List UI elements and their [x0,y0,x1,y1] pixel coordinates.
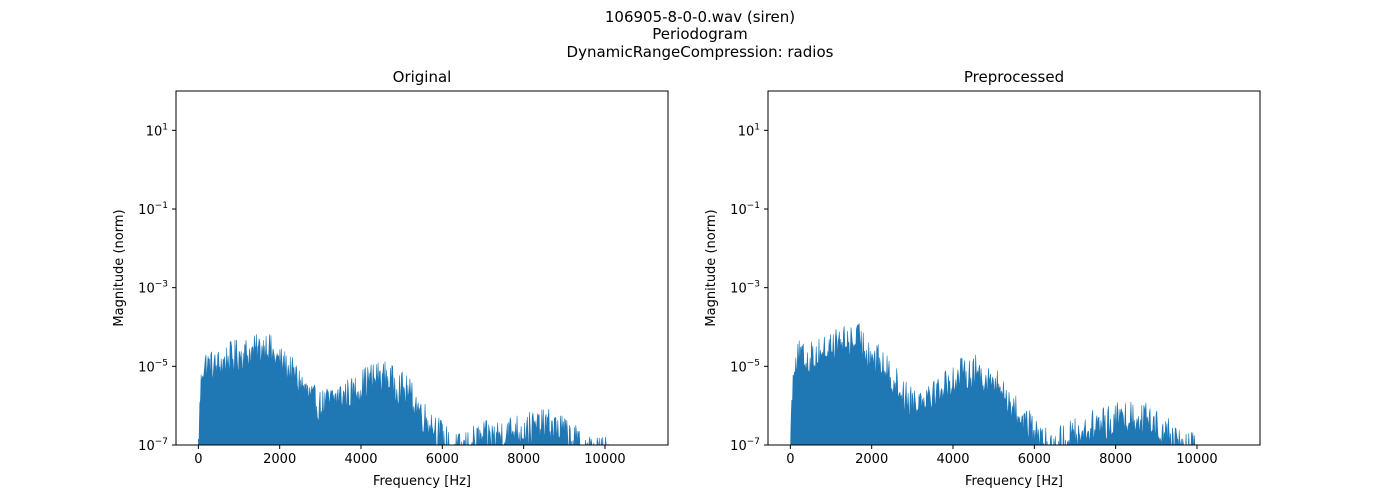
original-y-tick-label: 10−7 [138,437,168,454]
preprocessed-spectrum-area [790,323,1196,445]
original-y-tick-label: 101 [146,122,168,139]
original-periodogram-panel: 0 2000 4000 6000 8000 10000 10−7 10−5 10−3 10−1 10… [112,68,669,489]
original-spectrum-area [198,334,609,445]
original-x-tick-label: 4000 [344,452,377,467]
original-x-tick-label: 10000 [584,452,625,467]
suptitle-line-3: DynamicRangeCompression: radios [567,43,834,61]
preprocessed-y-axis-label: Magnitude (norm) [704,209,719,326]
preprocessed-x-tick-label: 6000 [1018,452,1051,467]
suptitle-line-1: 106905-8-0-0.wav (siren) [605,8,795,26]
preprocessed-axes-frame [767,90,1261,446]
original-y-axis-label: Magnitude (norm) [112,209,127,326]
original-y-tick-label: 10−3 [138,280,168,297]
preprocessed-x-tick-label: 0 [786,452,794,467]
preprocessed-x-tick-label: 8000 [1099,452,1132,467]
preprocessed-x-tick-label: 10000 [1176,452,1217,467]
original-x-tick-label: 8000 [507,452,540,467]
original-y-tick-label: 10−1 [138,201,168,218]
preprocessed-x-tick-label: 4000 [936,452,969,467]
original-y-tick-label: 10−5 [138,358,168,375]
preprocessed-panel-title: Preprocessed [964,68,1064,86]
preprocessed-periodogram-panel: 0 2000 4000 6000 8000 10000 10−7 10−5 10−3 10−1 10… [704,68,1261,489]
original-x-axis-label: Frequency [Hz] [373,474,471,489]
preprocessed-y-tick-label: 10−7 [730,437,760,454]
preprocessed-y-tick-label: 10−1 [730,201,760,218]
preprocessed-y-tick-label: 101 [738,122,760,139]
preprocessed-x-tick-label: 2000 [855,452,888,467]
original-x-tick-label: 2000 [263,452,296,467]
original-axes-frame [175,90,669,446]
original-panel-title: Original [393,68,452,86]
preprocessed-y-tick-label: 10−5 [730,358,760,375]
suptitle-line-2: Periodogram [652,25,747,43]
original-x-tick-label: 0 [194,452,202,467]
preprocessed-x-axis-label: Frequency [Hz] [965,474,1063,489]
original-x-tick-label: 6000 [426,452,459,467]
preprocessed-y-tick-label: 10−3 [730,280,760,297]
figure-title: 106905-8-0-0.wav (siren) Periodogram Dyn… [567,8,834,61]
